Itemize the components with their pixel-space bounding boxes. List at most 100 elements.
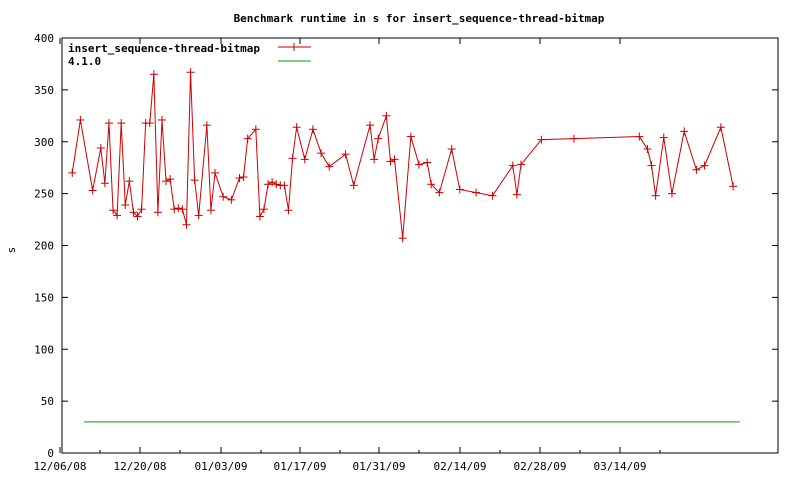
x-tick-label: 01/03/09 [195,460,248,473]
data-point-marker [390,155,399,164]
data-point-marker [349,181,358,190]
data-point-marker [308,125,317,134]
data-point-marker [667,189,676,198]
data-point-marker [516,160,525,169]
y-axis-ticks: 0 50 100 150 200 250 300 350 400 [34,32,778,460]
data-point-marker [206,206,215,215]
axes [61,37,779,454]
data-point-marker [427,180,436,189]
data-point-marker [235,174,244,183]
data-point-marker [280,181,289,190]
data-point-marker [325,162,334,171]
data-point-marker [202,121,211,130]
data-point-marker [88,186,97,195]
y-tick-label: 150 [34,291,54,304]
data-point-marker [455,185,464,194]
data-point-marker [125,177,134,186]
y-tick-label: 350 [34,84,54,97]
data-point-marker [374,134,383,143]
data-point-marker [186,68,195,77]
data-point-marker [113,211,122,220]
data-point-marker [104,119,113,128]
data-point-marker [121,201,130,210]
series-line-insert-sequence-thread-bitmap [71,72,734,239]
x-axis-ticks: 12/06/08 12/20/08 01/03/09 01/17/09 01/31/09… [34,38,661,473]
plot-border [61,37,779,454]
data-point-marker [729,182,738,191]
data-point-marker [194,211,203,220]
data-point-marker [317,149,326,158]
data-point-marker [239,173,248,182]
x-tick-label: 01/31/09 [353,460,406,473]
x-tick-label: 02/28/09 [514,460,567,473]
data-point-marker [398,234,407,243]
data-point-marker [700,161,709,170]
data-point-marker [227,195,236,204]
x-tick-label: 12/06/08 [34,460,87,473]
y-tick-label: 50 [41,395,54,408]
data-point-marker [153,208,162,217]
data-point-marker [133,212,142,221]
x-tick-label: 01/17/09 [274,460,327,473]
data-point-marker [129,208,138,217]
data-point-marker [117,119,126,128]
data-point-marker [219,192,228,201]
y-tick-label: 0 [47,447,54,460]
data-point-marker [137,205,146,214]
data-point-marker [370,155,379,164]
plot-area [68,68,740,423]
data-point-marker [447,145,456,154]
data-point-marker [190,176,199,185]
data-point-marker [508,161,517,170]
data-point-marker [264,180,273,189]
data-point-marker [272,180,281,189]
data-point-marker [382,111,391,120]
data-point-marker [178,205,187,214]
data-point-marker [145,119,154,128]
data-point-marker [643,145,652,154]
data-point-marker [76,115,85,124]
legend-label-series-2: 4.1.0 [68,55,101,68]
data-point-marker [288,154,297,163]
data-point-marker [570,134,579,143]
y-tick-label: 100 [34,343,54,356]
data-point-marker [647,161,656,170]
data-point-marker [716,123,725,132]
y-tick-label: 200 [34,240,54,253]
data-point-marker [423,158,432,167]
data-point-marker [68,168,77,177]
data-point-marker [211,168,220,177]
data-point-marker [472,188,481,197]
data-point-marker [268,178,277,187]
legend-label-series-1: insert_sequence-thread-bitmap [68,42,260,55]
data-point-marker [251,125,260,134]
data-point-marker [680,127,689,136]
data-point-marker [659,133,668,142]
data-point-marker [415,160,423,169]
data-point-marker [635,132,644,141]
data-point-marker [537,135,546,144]
data-point-marker [170,205,179,214]
data-point-marker [512,190,521,199]
chart-title: Benchmark runtime in s for insert_sequen… [234,12,605,25]
data-point-marker [692,165,701,174]
x-tick-label: 02/14/09 [434,460,487,473]
data-point-marker [488,191,497,200]
data-point-marker [255,212,264,221]
data-point-marker [109,206,118,215]
data-point-marker [100,179,109,188]
data-point-marker [162,177,171,186]
data-point-marker [166,175,175,184]
data-point-marker [96,143,105,152]
x-tick-label: 12/20/08 [114,460,167,473]
data-point-marker [406,132,415,141]
y-axis-label: s [5,247,18,254]
data-point-marker [243,134,252,143]
data-point-marker [157,115,166,124]
data-point-marker [435,188,444,197]
y-tick-label: 250 [34,188,54,201]
data-point-marker [366,121,375,130]
data-point-marker [651,191,660,200]
data-point-marker [259,205,268,214]
